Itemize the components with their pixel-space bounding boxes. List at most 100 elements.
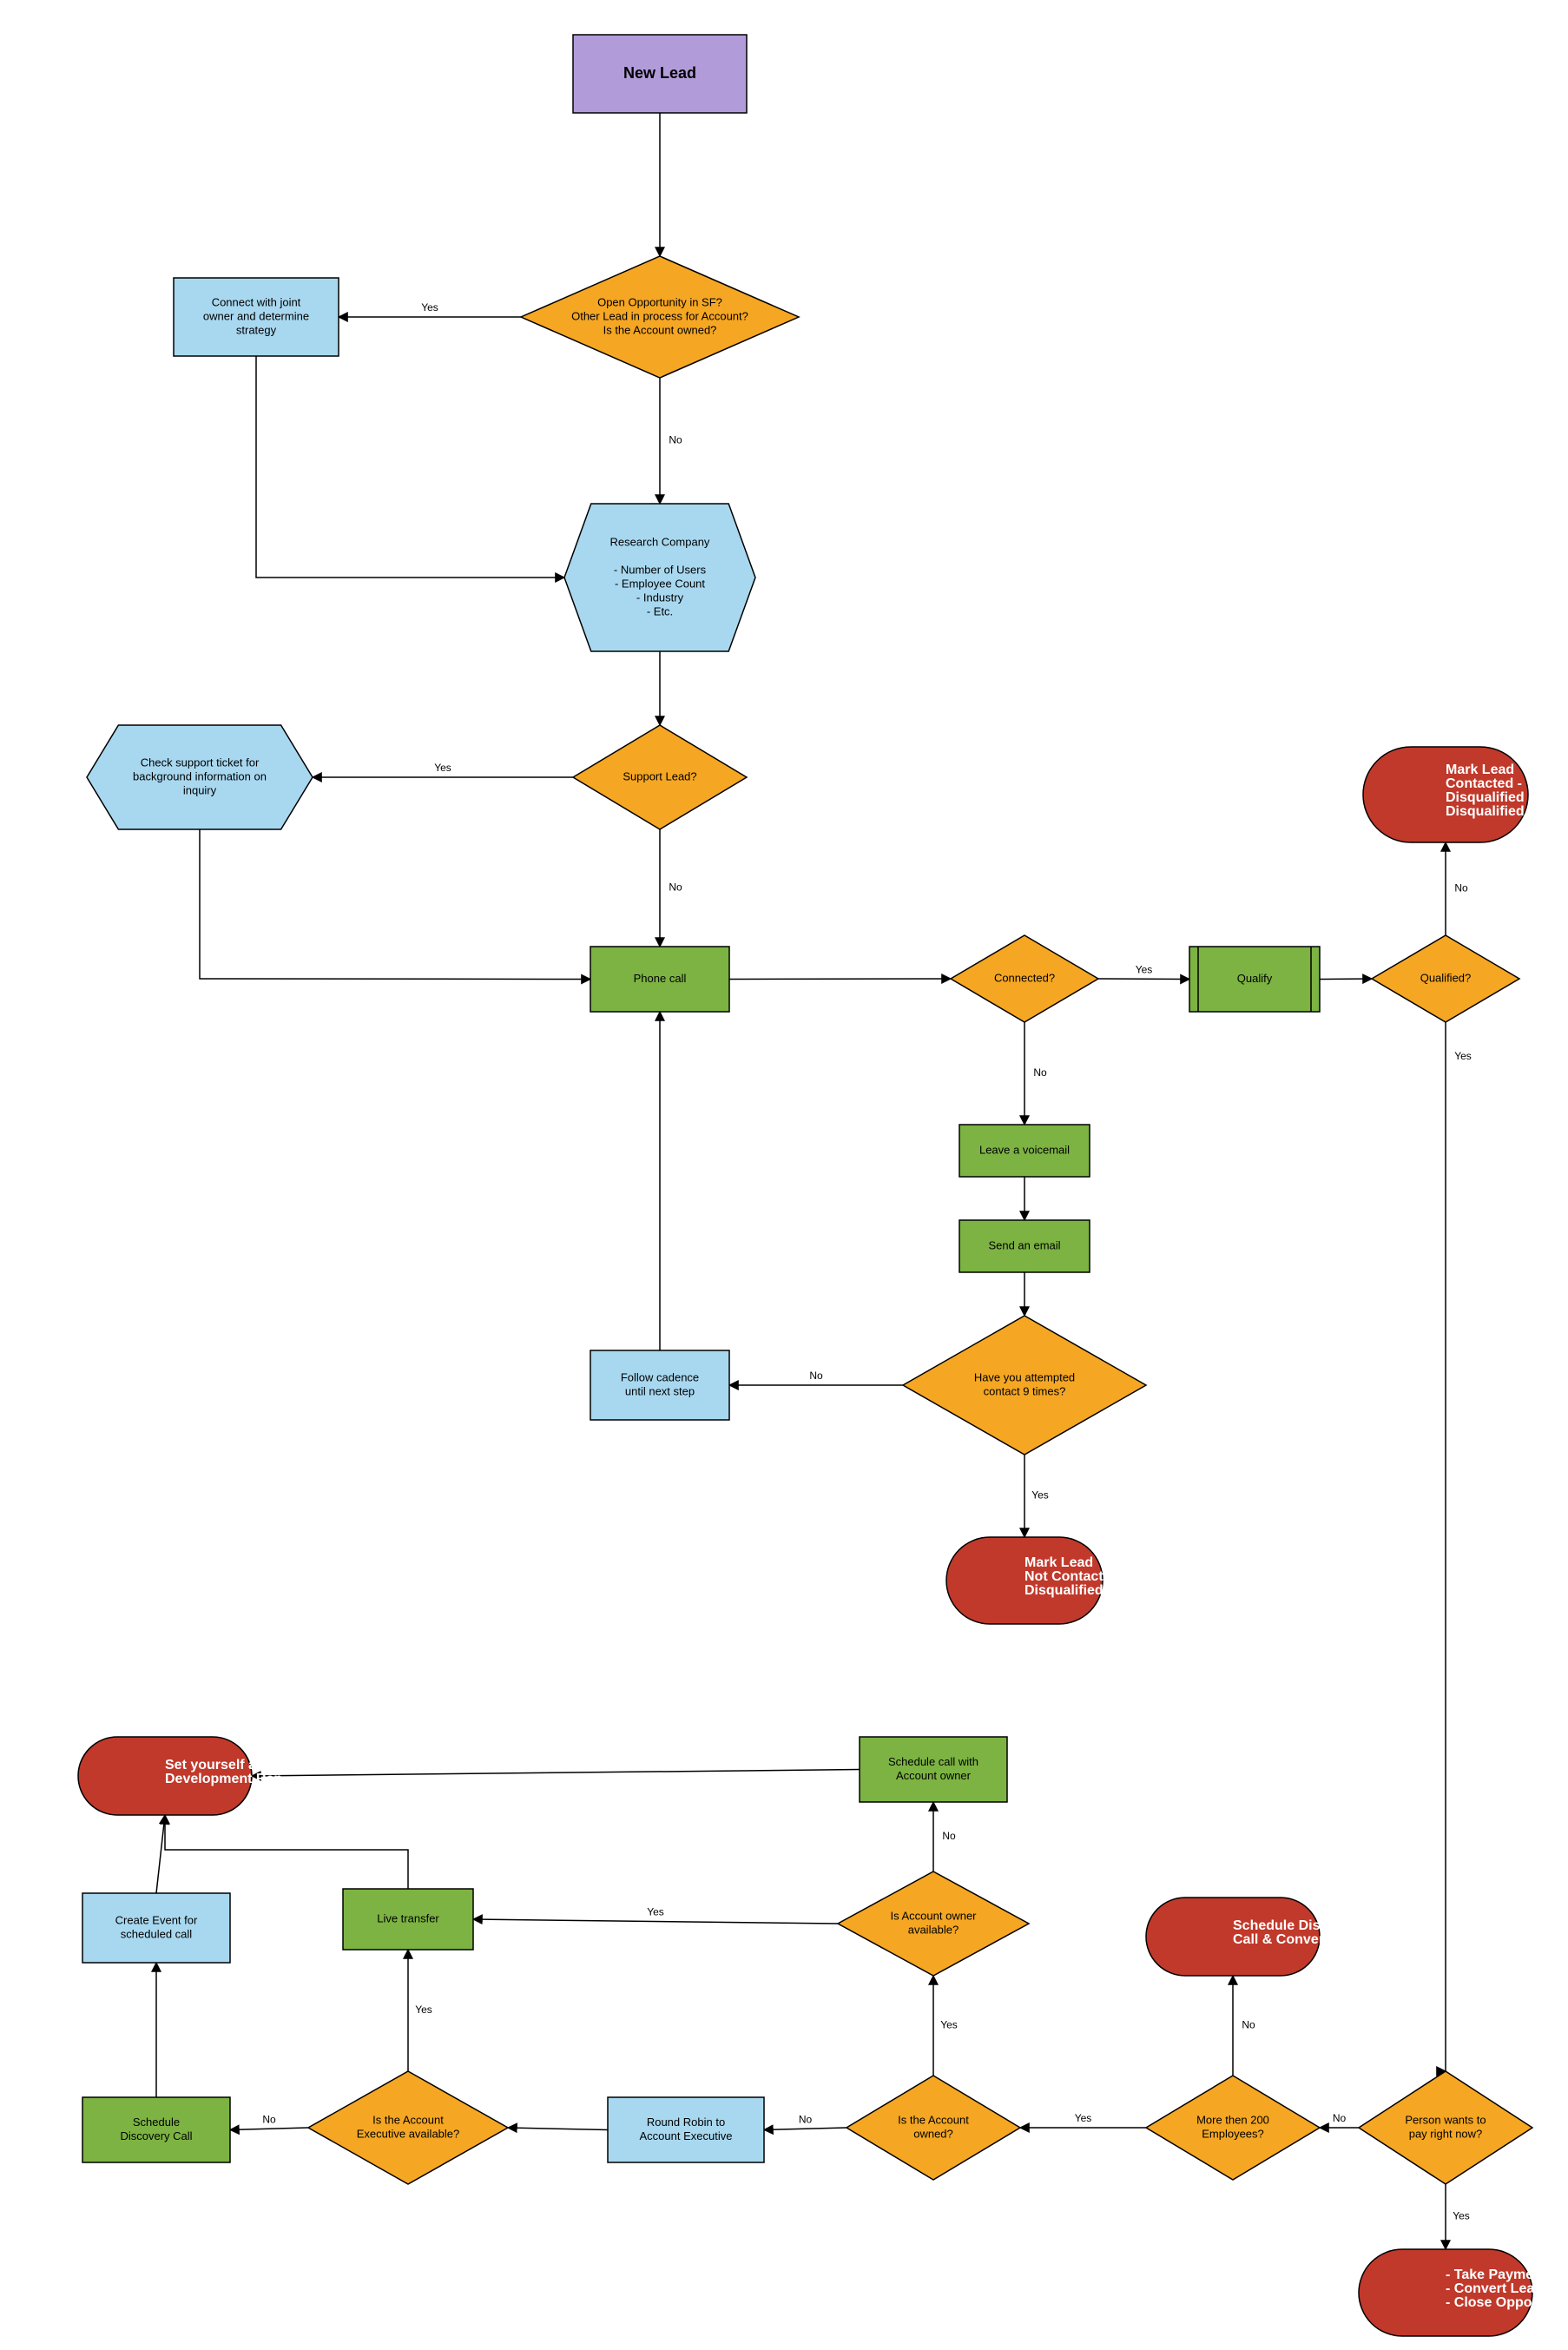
- node-take_payment: - Take Payment- Convert Lead- Close Oppo…: [1359, 2249, 1568, 2336]
- edge-label: Yes: [940, 2019, 958, 2031]
- node-label: strategy: [236, 323, 277, 336]
- edge: [256, 356, 564, 578]
- node-schedule_owner: Schedule call withAccount owner: [860, 1737, 1007, 1802]
- edge: [230, 2128, 308, 2130]
- node-ae_avail: Is the AccountExecutive available?: [308, 2071, 508, 2184]
- node-set_dev_rep: Set yourself asDevelopment Rep: [78, 1737, 282, 1815]
- node-label: Other Lead in process for Account?: [571, 309, 748, 322]
- node-voicemail: Leave a voicemail: [959, 1125, 1090, 1177]
- edge-label: No: [1333, 2112, 1347, 2124]
- edge-label: Yes: [1454, 1050, 1472, 1062]
- node-new_lead: New Lead: [573, 35, 747, 113]
- node-label: Account Executive: [640, 2129, 733, 2142]
- node-label: - Number of Users: [614, 563, 707, 576]
- node-label: inquiry: [183, 783, 217, 796]
- edge: [1320, 979, 1372, 980]
- node-label: Schedule: [133, 2116, 180, 2129]
- node-label: - Etc.: [647, 604, 673, 617]
- node-attempt9: Have you attemptedcontact 9 times?: [903, 1316, 1146, 1455]
- edge-label: No: [262, 2113, 276, 2125]
- node-label: Disqualified Reason: [1446, 804, 1568, 819]
- node-label: owned?: [913, 2127, 953, 2140]
- node-acct_owned: Is the Accountowned?: [847, 2076, 1020, 2180]
- node-connected: Connected?: [951, 935, 1098, 1022]
- node-label: Is Account owner: [891, 1909, 978, 1922]
- node-qualify: Qualify: [1189, 947, 1320, 1012]
- node-follow_cadence: Follow cadenceuntil next step: [590, 1350, 729, 1420]
- node-round_robin: Round Robin toAccount Executive: [608, 2097, 764, 2162]
- node-label: - Take Payment: [1446, 2267, 1547, 2282]
- node-label: Mark Lead: [1024, 1555, 1093, 1570]
- node-label: Development Rep: [165, 1772, 282, 1786]
- edge-label: No: [669, 881, 682, 894]
- node-pay_now: Person wants topay right now?: [1359, 2071, 1532, 2184]
- node-label: Open Opportunity in SF?: [597, 295, 722, 308]
- node-label: Employees?: [1202, 2127, 1264, 2140]
- node-label: Live transfer: [377, 1911, 439, 1924]
- node-label: Follow cadence: [621, 1370, 699, 1383]
- edge: [156, 1815, 165, 1893]
- node-label: Qualified?: [1420, 971, 1472, 984]
- node-label: - Convert Lead: [1446, 2281, 1543, 2296]
- node-label: - Industry: [636, 591, 684, 604]
- node-connect_joint: Connect with jointowner and determinestr…: [174, 278, 339, 356]
- node-research: Research Company - Number of Users- Emplo…: [564, 504, 755, 651]
- node-label: Is the Account: [898, 2113, 969, 2126]
- node-check_ticket: Check support ticket forbackground infor…: [87, 725, 313, 829]
- node-label: background information on: [133, 769, 267, 782]
- node-open_opp: Open Opportunity in SF?Other Lead in pro…: [521, 256, 799, 378]
- node-label: pay right now?: [1409, 2127, 1483, 2140]
- edge-label: No: [799, 2113, 813, 2125]
- edge-label: Yes: [421, 301, 438, 314]
- node-label: Qualify: [1237, 972, 1273, 985]
- edge-label: Yes: [1031, 1489, 1049, 1502]
- node-label: Account owner: [896, 1769, 972, 1782]
- node-label: Is the Account owned?: [603, 323, 717, 336]
- node-support_lead: Support Lead?: [573, 725, 747, 829]
- node-send_email: Send an email: [959, 1220, 1090, 1272]
- node-create_event: Create Event forscheduled call: [82, 1893, 230, 1963]
- edge-label: Yes: [1136, 963, 1153, 975]
- node-label: Check support ticket for: [141, 756, 260, 769]
- node-label: Disqualified: [1024, 1583, 1104, 1598]
- node-label: Is the Account: [372, 2113, 444, 2126]
- node-live_transfer: Live transfer: [343, 1889, 473, 1950]
- flowchart-container: YesNoYesNoYesNoNoYesNoYesYesNoNoYesYesNo…: [0, 0, 1568, 2350]
- node-mark_not_cont: Mark LeadNot Contacted -Disqualified: [946, 1537, 1128, 1624]
- node-label: Research Company: [610, 535, 710, 548]
- node-label: owner and determine: [203, 309, 309, 322]
- edge: [252, 1770, 860, 1777]
- node-mark_disq: Mark LeadContacted -Disqualified & selec…: [1363, 747, 1568, 842]
- edge-label: Yes: [434, 762, 451, 774]
- edge-label: No: [942, 1830, 956, 1842]
- edge: [473, 1919, 838, 1924]
- node-label: Discovery Call: [120, 2129, 192, 2142]
- edge-label: Yes: [415, 2003, 432, 2016]
- node-label: Mark Lead: [1446, 762, 1514, 777]
- edge: [729, 979, 951, 980]
- node-label: contact 9 times?: [984, 1384, 1066, 1397]
- node-label: Support Lead?: [623, 769, 696, 782]
- edge: [1098, 979, 1189, 980]
- node-label: available?: [908, 1923, 959, 1936]
- edge-label: No: [1033, 1066, 1047, 1079]
- node-label: - Employee Count: [615, 577, 705, 590]
- node-label: until next step: [625, 1384, 695, 1397]
- node-sched_disc: ScheduleDiscovery Call: [82, 2097, 230, 2162]
- node-label: Phone call: [634, 972, 687, 985]
- edge: [508, 2128, 608, 2130]
- node-owner_avail: Is Account owneravailable?: [838, 1871, 1029, 1976]
- node-label: Connect with joint: [212, 295, 301, 308]
- edge-label: No: [1454, 882, 1468, 894]
- node-label: Contacted -: [1446, 776, 1522, 791]
- node-label: Round Robin to: [647, 2116, 725, 2129]
- node-label: - Close Opportunity: [1446, 2295, 1568, 2310]
- node-phone_call: Phone call: [590, 947, 729, 1012]
- node-label: Person wants to: [1405, 2113, 1486, 2126]
- node-label: Have you attempted: [974, 1370, 1075, 1383]
- node-label: Create Event for: [115, 1913, 198, 1926]
- node-label: Not Contacted -: [1024, 1569, 1128, 1584]
- node-more200: More then 200Employees?: [1146, 2076, 1320, 2180]
- node-label: Schedule Discovery: [1233, 1918, 1365, 1933]
- node-label: Connected?: [994, 971, 1055, 984]
